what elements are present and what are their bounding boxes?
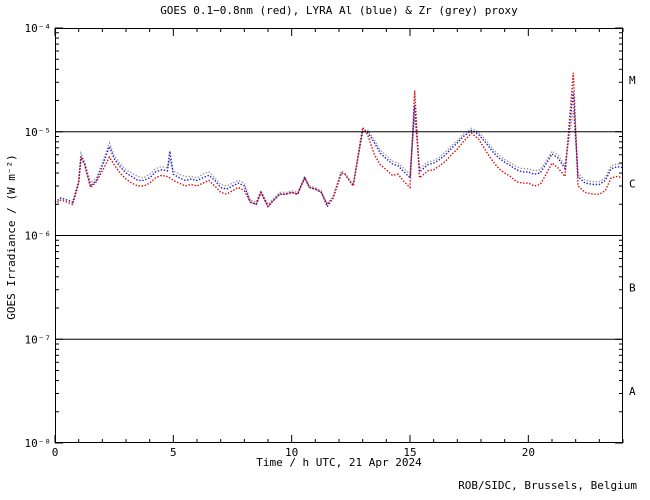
series-grey-points	[54, 110, 624, 206]
y-tick-label: 10⁻⁴	[25, 22, 52, 35]
flare-class-label-b: B	[629, 281, 636, 294]
flare-class-label-c: C	[629, 178, 636, 191]
y-tick-labels: 10⁻⁴ 10⁻⁵ 10⁻⁶ 10⁻⁷ 10⁻⁸	[25, 22, 52, 450]
x-tick-label: 15	[403, 446, 416, 459]
x-ticks	[54, 28, 624, 443]
y-tick-label: 10⁻⁷	[25, 333, 52, 346]
y-tick-label: 10⁻⁵	[25, 126, 52, 139]
flare-threshold-lines	[55, 131, 623, 340]
flare-class-label-a: A	[629, 385, 636, 398]
x-tick-label: 20	[522, 446, 535, 459]
x-tick-labels: 0 5 10 15 20	[52, 446, 535, 459]
y-ticks	[55, 27, 623, 444]
series-red-points	[54, 72, 624, 208]
x-tick-label: 5	[170, 446, 177, 459]
series-grey-line	[54, 110, 624, 206]
flare-class-labels: M C B A	[629, 74, 636, 398]
x-axis-label: Time / h UTC, 21 Apr 2024	[256, 456, 422, 469]
y-tick-label: 10⁻⁶	[25, 230, 52, 243]
chart-title: GOES 0.1−0.8nm (red), LYRA Al (blue) & Z…	[160, 4, 518, 17]
series-blue-points	[54, 92, 624, 209]
series-red-line	[54, 72, 624, 208]
x-tick-label: 0	[52, 446, 59, 459]
credit-text: ROB/SIDC, Brussels, Belgium	[458, 479, 637, 492]
x-tick-label: 10	[285, 446, 298, 459]
flare-class-label-m: M	[629, 74, 636, 87]
y-tick-label: 10⁻⁸	[25, 437, 52, 450]
series-blue-line	[54, 92, 624, 209]
